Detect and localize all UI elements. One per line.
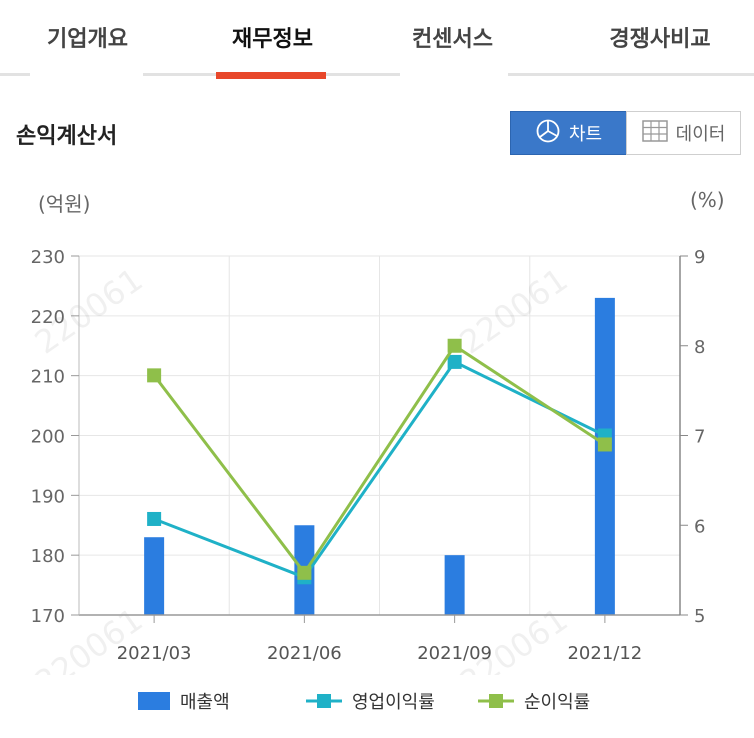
bar-revenue [594, 297, 615, 615]
tab-consensus[interactable]: 컨센서스 [412, 27, 493, 52]
x-tick-label: 2021/09 [417, 643, 492, 664]
point-operating-margin [147, 511, 162, 526]
point-net-margin [597, 437, 612, 452]
chart-view-button[interactable]: 차트 [510, 111, 627, 155]
data-view-label: 데이터 [675, 124, 726, 145]
legend-label: 순이익률 [524, 692, 591, 713]
watermark-text: 220061 [453, 260, 575, 361]
view-toggle: 차트 데이터 [510, 111, 741, 157]
legend-item-operating-margin: 영업이익률 [306, 686, 435, 716]
y-right-tick-label: 5 [694, 606, 705, 627]
data-view-button[interactable]: 데이터 [626, 111, 741, 155]
tab-bar: 기업개요 재무정보 컨센서스 경쟁사비교 [0, 0, 754, 80]
x-tick-label: 2021/06 [267, 643, 342, 664]
pie-chart-icon [535, 118, 561, 149]
point-net-margin [147, 368, 162, 383]
x-tick-label: 2021/03 [117, 643, 192, 664]
y-right-tick-label: 9 [694, 247, 705, 268]
y-left-tick-label: 210 [31, 367, 65, 388]
line-operating-margin [153, 360, 606, 579]
section-title: 손익계산서 [16, 124, 118, 149]
right-axis-unit: (%) [690, 188, 725, 212]
tab-financial-info[interactable]: 재무정보 [232, 27, 313, 52]
table-grid-icon [641, 119, 668, 147]
x-tick-label: 2021/12 [567, 643, 642, 664]
legend-line-swatch [306, 694, 342, 708]
legend-bar-swatch [138, 692, 170, 710]
tab-divider [0, 73, 30, 76]
y-left-tick-label: 190 [31, 486, 65, 507]
y-left-tick-label: 170 [31, 606, 65, 627]
y-left-tick-label: 200 [31, 427, 65, 448]
y-left-tick-label: 220 [31, 307, 65, 328]
chart-view-label: 차트 [568, 124, 603, 145]
tab-competitor-compare[interactable]: 경쟁사비교 [609, 27, 711, 52]
tab-divider [508, 73, 754, 76]
point-net-margin [297, 565, 312, 580]
y-right-tick-label: 6 [694, 516, 705, 537]
bar-revenue [444, 555, 465, 615]
y-left-tick-label: 230 [31, 247, 65, 268]
left-axis-unit: (억원) [38, 192, 91, 216]
bar-revenue [144, 537, 165, 615]
y-right-tick-label: 7 [694, 427, 705, 448]
point-net-margin [447, 338, 462, 353]
legend-item-net-margin: 순이익률 [478, 686, 590, 716]
tab-company-overview[interactable]: 기업개요 [47, 27, 128, 52]
active-tab-indicator [216, 72, 326, 79]
legend-label: 영업이익률 [352, 692, 435, 713]
legend-label: 매출액 [180, 692, 230, 713]
y-right-tick-label: 8 [694, 337, 705, 358]
y-left-tick-label: 180 [31, 546, 65, 567]
point-operating-margin [447, 354, 462, 369]
line-net-margin [152, 344, 606, 575]
legend-item-revenue: 매출액 [138, 686, 230, 716]
legend-line-swatch [478, 694, 514, 708]
